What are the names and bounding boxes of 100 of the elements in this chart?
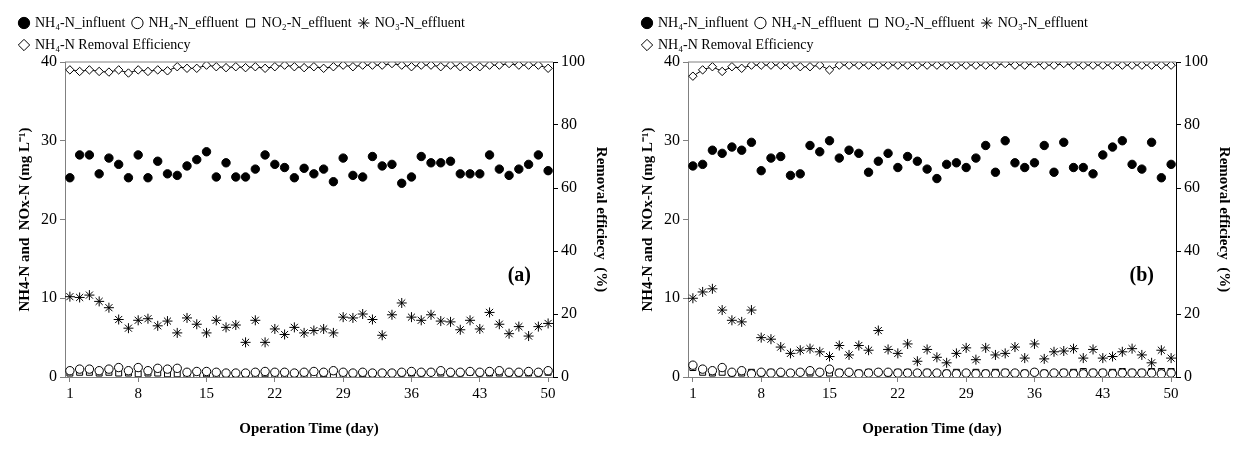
point <box>309 169 319 179</box>
point <box>892 347 904 359</box>
point <box>405 311 417 323</box>
y-tick-label: 0 <box>49 367 57 385</box>
point <box>824 351 836 363</box>
point <box>883 148 893 159</box>
x-tick-label: 1 <box>66 384 74 401</box>
point <box>941 159 952 170</box>
point <box>74 364 85 374</box>
point <box>298 327 310 339</box>
point <box>1049 167 1059 177</box>
point <box>971 153 981 163</box>
point <box>318 164 329 174</box>
point <box>794 344 806 356</box>
y2-tick-label: 80 <box>561 115 577 133</box>
point <box>464 314 476 326</box>
point <box>736 316 748 328</box>
x-tick-label: 8 <box>757 384 765 401</box>
point <box>182 161 192 171</box>
y2-tick-label: 0 <box>561 367 569 385</box>
point <box>250 367 261 377</box>
y-tick-label: 10 <box>664 288 680 306</box>
point <box>142 313 154 325</box>
point <box>240 336 252 348</box>
point <box>299 367 309 377</box>
legend-label: NO₃-N_effluent <box>374 14 465 30</box>
point <box>104 364 114 374</box>
legend-label: NH₄-N_effluent <box>148 14 239 30</box>
point <box>902 151 913 162</box>
point <box>279 367 290 377</box>
point <box>113 314 125 326</box>
point <box>776 151 786 162</box>
point <box>532 321 544 333</box>
point <box>270 367 280 377</box>
y2-axis-title: Removal efficiecy (%) <box>1216 146 1234 293</box>
point <box>83 289 95 301</box>
point <box>210 314 222 326</box>
y-tick-label: 20 <box>41 209 57 227</box>
annotation: (a) <box>507 263 531 287</box>
point <box>270 159 280 170</box>
point <box>1117 136 1128 146</box>
point <box>736 145 747 155</box>
point <box>211 367 221 377</box>
point <box>1010 158 1020 168</box>
point <box>843 349 855 361</box>
y-tick-label: 0 <box>672 367 680 385</box>
legend-label: NO₂-N_effluent <box>261 14 352 30</box>
point <box>211 172 221 182</box>
x-tick-label: 8 <box>134 384 142 401</box>
point <box>990 167 1001 177</box>
point <box>1048 346 1060 358</box>
y-tick-label: 30 <box>41 130 57 148</box>
point <box>745 304 757 316</box>
y-tick-label: 30 <box>664 130 680 148</box>
point <box>1087 343 1099 355</box>
point <box>328 366 339 376</box>
point <box>911 355 923 367</box>
point <box>697 364 708 374</box>
point <box>415 314 427 326</box>
point <box>397 178 407 188</box>
legend-label: NH₄-N Removal Efficiency <box>35 36 191 52</box>
point <box>873 156 884 166</box>
point <box>980 342 992 354</box>
point <box>123 173 134 183</box>
point <box>1107 351 1119 363</box>
point <box>765 333 777 345</box>
point <box>279 328 291 340</box>
point <box>824 136 835 146</box>
point <box>171 327 183 339</box>
legend-label: NO₃-N_effluent <box>997 14 1088 30</box>
point <box>707 145 718 155</box>
point <box>299 163 309 174</box>
point <box>533 150 544 160</box>
point <box>513 321 525 333</box>
point <box>853 340 865 351</box>
y2-axis-title: Removal efficiecy (%) <box>593 146 611 293</box>
point <box>824 364 835 374</box>
point <box>980 140 991 151</box>
point <box>872 325 884 337</box>
point <box>357 172 368 182</box>
point <box>84 364 95 374</box>
point <box>387 159 397 170</box>
point <box>1039 140 1049 151</box>
y-tick-label: 20 <box>664 209 680 227</box>
point <box>1009 341 1021 353</box>
x-tick-label: 50 <box>540 384 556 401</box>
point <box>543 165 553 176</box>
x-tick-label: 22 <box>267 384 283 401</box>
point <box>338 367 348 377</box>
point <box>436 158 446 168</box>
point <box>1146 357 1158 369</box>
point <box>950 347 962 359</box>
point <box>746 137 757 148</box>
point <box>1137 164 1147 174</box>
legend-label: NH₄-N_influent <box>35 14 126 30</box>
x-tick-label: 50 <box>1163 384 1179 401</box>
x-axis-title: Operation Time (day) <box>239 419 379 437</box>
point <box>113 362 124 373</box>
point <box>318 323 330 335</box>
point <box>1146 137 1157 148</box>
